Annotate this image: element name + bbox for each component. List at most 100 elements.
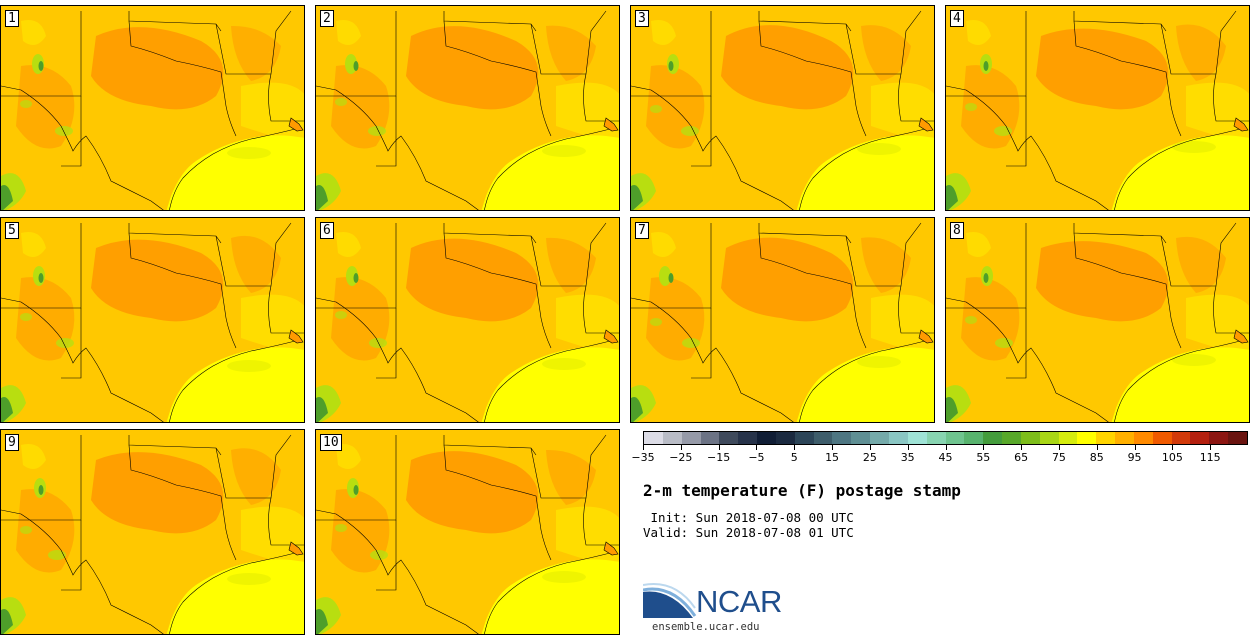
member-number-label: 9 [5, 434, 19, 451]
temperature-map [1, 430, 304, 634]
colorbar-swatch [832, 432, 852, 444]
colorbar-tick [718, 445, 720, 450]
colorbar-swatch [1209, 432, 1229, 444]
colorbar-tick [1210, 445, 1212, 450]
temperature-map [631, 6, 934, 210]
member-panel-7: 7 [630, 217, 935, 423]
colorbar-tick-label: 15 [825, 451, 840, 464]
temperature-map [946, 218, 1249, 422]
colorbar-tick [907, 445, 909, 450]
website-url: ensemble.ucar.edu [652, 621, 760, 633]
member-panel-9: 9 [0, 429, 305, 635]
member-number-label: 1 [5, 10, 19, 27]
colorbar-tick-label: 85 [1089, 451, 1104, 464]
colorbar-tick [643, 445, 644, 450]
colorbar-tick-label: 5 [790, 451, 798, 464]
colorbar-swatch [813, 432, 833, 444]
colorbar-swatch [1058, 432, 1078, 444]
temperature-map [316, 430, 619, 634]
member-panel-6: 6 [315, 217, 620, 423]
colorbar-swatch [1077, 432, 1097, 444]
colorbar-swatch [1133, 432, 1153, 444]
colorbar-swatch [945, 432, 965, 444]
colorbar-swatch [757, 432, 776, 444]
colorbar-swatch [1096, 432, 1116, 444]
colorbar-swatch [851, 432, 871, 444]
colorbar-tick-label: 65 [1014, 451, 1029, 464]
colorbar-swatch [662, 432, 682, 444]
colorbar-tick-label: 25 [862, 451, 877, 464]
temperature-map [316, 218, 619, 422]
temperature-colorbar [643, 431, 1248, 445]
member-number-label: 2 [320, 10, 334, 27]
colorbar-tick [794, 445, 796, 450]
member-panel-2: 2 [315, 5, 620, 211]
ncar-logo-text: NCAR [696, 584, 782, 619]
colorbar-tick-label: 115 [1199, 451, 1221, 464]
colorbar-tick [1096, 445, 1098, 450]
colorbar-tick-label: −25 [669, 451, 693, 464]
colorbar-tick-label: 35 [900, 451, 915, 464]
colorbar-tick-label: −15 [707, 451, 731, 464]
temperature-map [1, 6, 304, 210]
temperature-map [631, 218, 934, 422]
member-panel-10: 10 [315, 429, 620, 635]
member-panel-3: 3 [630, 5, 935, 211]
colorbar-swatch [926, 432, 946, 444]
colorbar-swatch [1152, 432, 1172, 444]
colorbar-swatch [1002, 432, 1021, 444]
member-panel-1: 1 [0, 5, 305, 211]
valid-time: Valid: Sun 2018-07-08 01 UTC [643, 525, 854, 540]
colorbar-tick-label: 55 [976, 451, 991, 464]
colorbar-swatch [964, 432, 984, 444]
temperature-map [946, 6, 1249, 210]
colorbar-swatch [870, 432, 889, 444]
ncar-logo-icon [643, 583, 697, 618]
member-number-label: 5 [5, 222, 19, 239]
member-number-label: 4 [950, 10, 964, 27]
colorbar-swatch [983, 432, 1003, 444]
colorbar-tick-label: 105 [1161, 451, 1183, 464]
colorbar-swatch [1039, 432, 1059, 444]
colorbar-swatch [1020, 432, 1040, 444]
colorbar-swatch [907, 432, 927, 444]
colorbar-tick [832, 445, 834, 450]
init-time: Init: Sun 2018-07-08 00 UTC [643, 510, 854, 525]
colorbar-tick [1134, 445, 1136, 450]
member-number-label: 6 [320, 222, 334, 239]
colorbar-tick-label: 45 [938, 451, 953, 464]
member-panel-5: 5 [0, 217, 305, 423]
colorbar-tick [945, 445, 947, 450]
colorbar-swatch [681, 432, 701, 444]
colorbar-swatch [719, 432, 739, 444]
colorbar-tick-label: 95 [1127, 451, 1142, 464]
colorbar-swatch [1190, 432, 1210, 444]
member-panel-4: 4 [945, 5, 1250, 211]
colorbar-tick [983, 445, 985, 450]
colorbar-swatch [1171, 432, 1191, 444]
colorbar-tick [1172, 445, 1174, 450]
colorbar-tick [756, 445, 758, 450]
colorbar-swatch [700, 432, 720, 444]
colorbar-tick [1058, 445, 1060, 450]
colorbar-tick [1021, 445, 1023, 450]
member-panel-8: 8 [945, 217, 1250, 423]
colorbar-swatch [738, 432, 758, 444]
member-number-label: 8 [950, 222, 964, 239]
colorbar-swatch [888, 432, 908, 444]
colorbar-swatch [644, 432, 663, 444]
colorbar-swatch [775, 432, 795, 444]
colorbar-tick-labels: −35 −25 −15 −5 5 15 25 35 45 55 65 75 85 95 105 115 [631, 445, 1248, 467]
temperature-map [1, 218, 304, 422]
member-number-label: 7 [635, 222, 649, 239]
colorbar-tick [869, 445, 871, 450]
member-number-label: 10 [320, 434, 342, 451]
colorbar-tick-label: −35 [631, 451, 655, 464]
colorbar-tick-label: −5 [748, 451, 765, 464]
colorbar-swatch [794, 432, 814, 444]
colorbar-tick [680, 445, 682, 450]
colorbar-swatch [1115, 432, 1134, 444]
colorbar-tick-label: 75 [1051, 451, 1066, 464]
member-number-label: 3 [635, 10, 649, 27]
colorbar-swatch [1228, 432, 1247, 444]
